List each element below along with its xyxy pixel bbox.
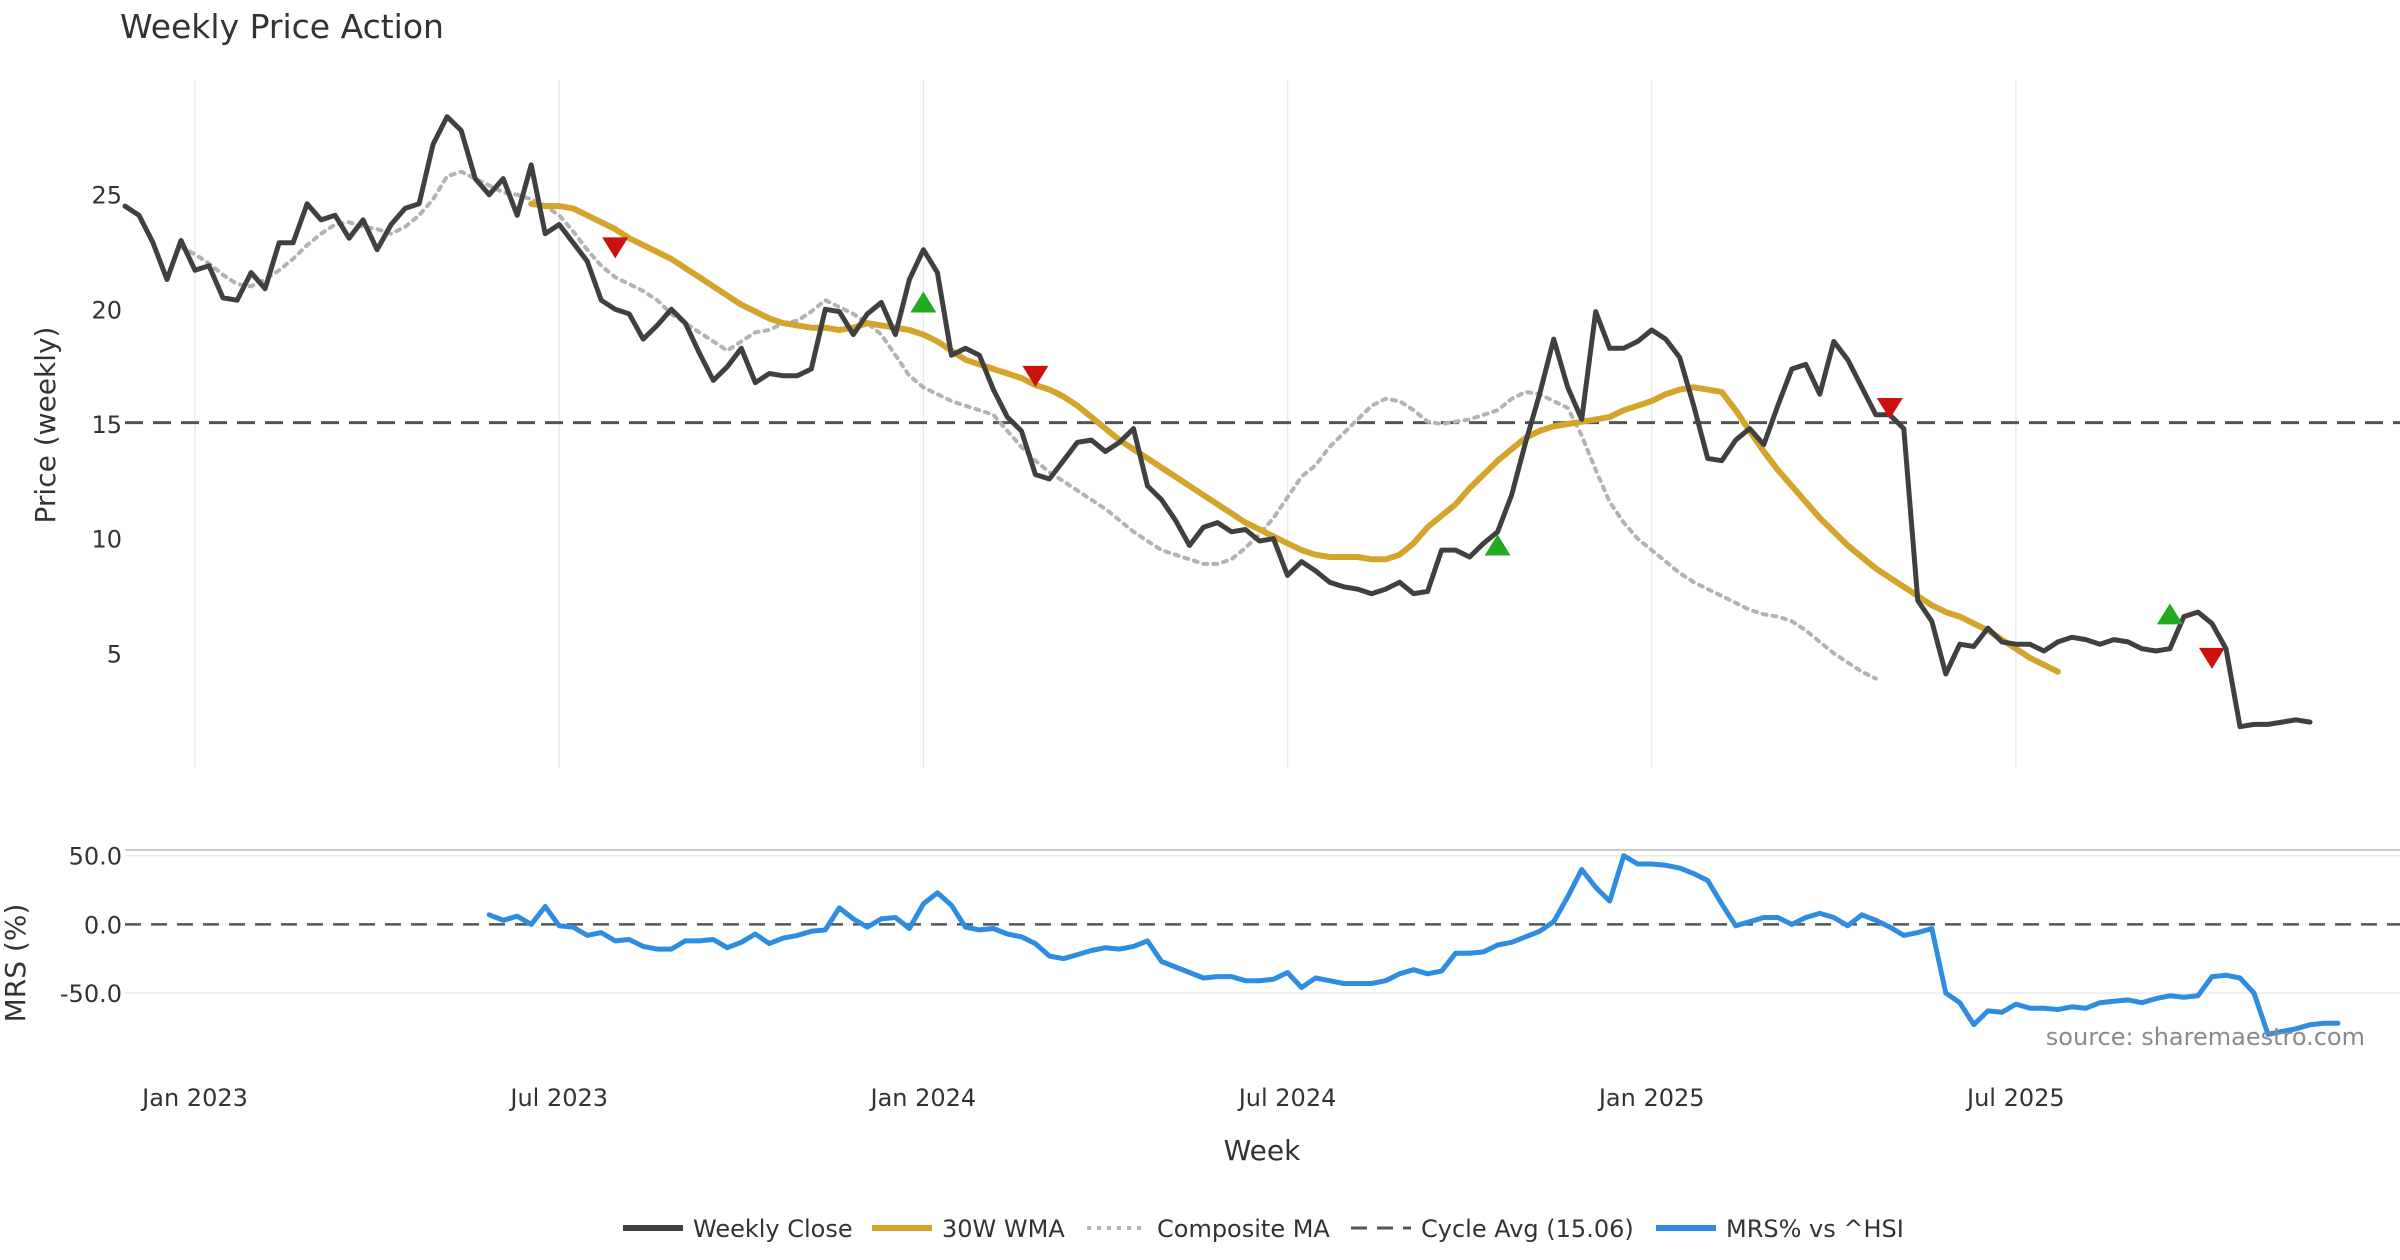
price-y-tick-label: 25	[91, 182, 122, 210]
legend-label-weekly-close: Weekly Close	[693, 1215, 853, 1243]
composite-ma-line	[179, 169, 1878, 681]
legend: Weekly Close 30W WMA Composite MA Cycle …	[623, 1215, 1904, 1243]
legend-item-weekly-close: Weekly Close	[623, 1215, 853, 1243]
legend-label-mrs: MRS% vs ^HSI	[1726, 1215, 1904, 1243]
price-y-tick-label: 20	[91, 296, 122, 324]
weekly-close-line	[122, 114, 2313, 730]
x-tick-label: Jan 2024	[869, 1084, 977, 1112]
x-tick-label: Jan 2025	[1597, 1084, 1705, 1112]
legend-label-30w-wma: 30W WMA	[942, 1215, 1065, 1243]
wma-30w-line	[528, 200, 2061, 675]
tick-labels: Jan 2023 Jul 2023 Jan 2024 Jul 2024 Jan 2025…	[60, 182, 2065, 1112]
legend-item-mrs: MRS% vs ^HSI	[1656, 1215, 1904, 1243]
sell-signal-marker	[602, 237, 629, 259]
sell-signal-marker	[1022, 365, 1049, 387]
mrs-y-tick-label: 0.0	[84, 911, 122, 939]
x-tick-label: Jul 2025	[1965, 1084, 2065, 1112]
legend-item-30w-wma: 30W WMA	[872, 1215, 1065, 1243]
legend-item-cycle-avg: Cycle Avg (15.06)	[1351, 1215, 1634, 1243]
x-tick-label: Jul 2024	[1237, 1084, 1337, 1112]
legend-item-composite-ma: Composite MA	[1087, 1215, 1330, 1243]
buy-signal-marker	[2156, 603, 2183, 625]
series-lines	[122, 114, 2341, 1037]
price-y-tick-label: 5	[107, 640, 122, 668]
price-axis-label: Price (weekly)	[29, 327, 62, 524]
x-tick-label: Jul 2023	[508, 1084, 608, 1112]
price-y-tick-label: 10	[91, 526, 122, 554]
x-axis-label: Week	[1224, 1134, 1301, 1167]
signal-markers	[602, 237, 2225, 669]
mrs-y-tick-label: 50.0	[69, 843, 122, 871]
legend-label-cycle-avg: Cycle Avg (15.06)	[1421, 1215, 1634, 1243]
price-y-tick-label: 15	[91, 411, 122, 439]
mrs-axis-label: MRS (%)	[0, 904, 32, 1023]
source-label: source: sharemaestro.com	[2046, 1023, 2365, 1051]
buy-signal-marker	[1484, 534, 1511, 556]
reference-lines	[125, 421, 2400, 926]
mrs-line	[486, 853, 2341, 1037]
mrs-y-tick-label: -50.0	[60, 980, 122, 1008]
sell-signal-marker	[1876, 397, 1903, 419]
sell-signal-marker	[2198, 647, 2225, 669]
legend-label-composite-ma: Composite MA	[1157, 1215, 1330, 1243]
x-tick-label: Jan 2023	[140, 1084, 248, 1112]
buy-signal-marker	[910, 291, 937, 313]
chart-title: Weekly Price Action	[120, 7, 444, 46]
grid-lines	[125, 80, 2400, 994]
